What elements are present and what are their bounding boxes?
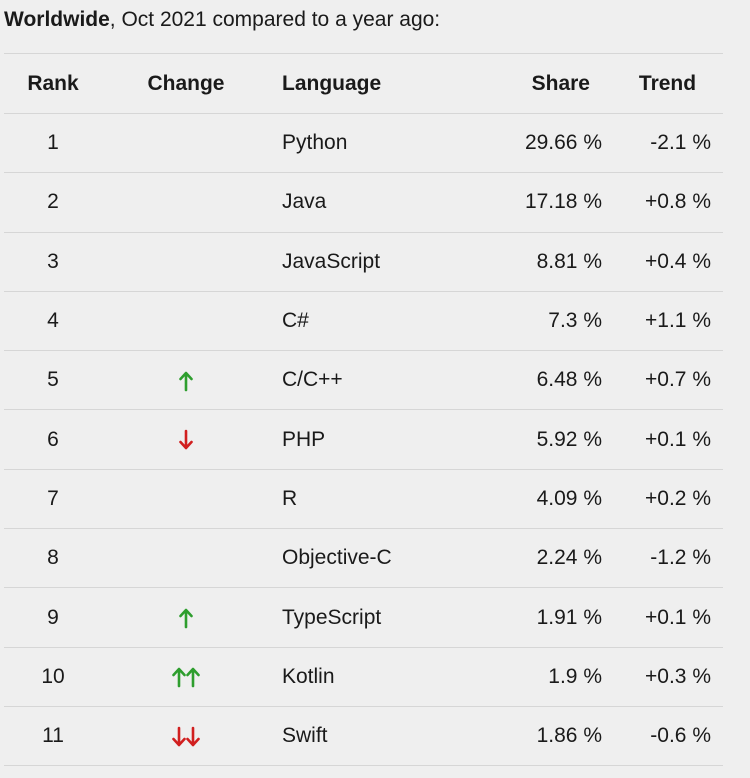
share-cell: 2.24 % <box>460 528 612 588</box>
share-cell: 29.66 % <box>460 112 612 173</box>
share-cell: 4.09 % <box>460 468 612 529</box>
change-cell <box>102 231 270 292</box>
share-cell: 1.86 % <box>460 705 612 767</box>
caption-region: Worldwide <box>4 8 110 31</box>
language-cell: Objective-C <box>270 528 460 588</box>
share-cell: 1.9 % <box>460 646 612 707</box>
change-cell <box>102 646 270 707</box>
trend-cell: +0.7 % <box>612 350 723 410</box>
language-ranking-table: Rank Change Language Share Trend 1 Python… <box>4 53 723 767</box>
table-row: 9 TypeScript 1.91 % +0.1 % <box>4 587 723 648</box>
trend-cell: +0.1 % <box>612 587 723 648</box>
rank-cell: 1 <box>4 112 102 173</box>
table-row: 2 Java 17.18 % +0.8 % <box>4 172 723 233</box>
rank-cell: 2 <box>4 172 102 233</box>
caption-text: , Oct 2021 compared to a year ago: <box>109 8 441 31</box>
table-row: 1 Python 29.66 % -2.1 % <box>4 112 723 173</box>
header-share: Share <box>460 53 612 114</box>
trend-cell: -1.2 % <box>612 528 723 588</box>
trend-cell: +1.1 % <box>612 290 723 351</box>
share-cell: 1.91 % <box>460 587 612 648</box>
header-row: Rank Change Language Share Trend <box>4 53 723 114</box>
language-cell: Swift <box>270 705 460 767</box>
table-body: 1 Python 29.66 % -2.1 % 2 Java 17.18 % +0.8 % 3 J… <box>4 112 723 767</box>
language-cell: C/C++ <box>270 350 460 410</box>
table-row: 4 C# 7.3 % +1.1 % <box>4 290 723 351</box>
header-change: Change <box>102 53 270 114</box>
language-cell: TypeScript <box>270 587 460 648</box>
rank-cell: 10 <box>4 646 102 707</box>
table-row: 5 C/C++ 6.48 % +0.7 % <box>4 350 723 410</box>
trend-cell: -2.1 % <box>612 112 723 173</box>
change-cell <box>102 468 270 529</box>
rank-cell: 6 <box>4 409 102 470</box>
share-cell: 8.81 % <box>460 231 612 292</box>
language-cell: JavaScript <box>270 231 460 292</box>
arrow-up-icon <box>179 607 193 629</box>
change-cell <box>102 172 270 233</box>
trend-cell: +0.2 % <box>612 468 723 529</box>
change-cell <box>102 528 270 588</box>
rank-cell: 11 <box>4 705 102 767</box>
trend-cell: +0.1 % <box>612 409 723 470</box>
trend-cell: +0.3 % <box>612 646 723 707</box>
table-row: 3 JavaScript 8.81 % +0.4 % <box>4 231 723 292</box>
rank-cell: 8 <box>4 528 102 588</box>
header-trend: Trend <box>612 53 723 114</box>
language-cell: Java <box>270 172 460 233</box>
language-cell: C# <box>270 290 460 351</box>
change-cell <box>102 350 270 410</box>
language-cell: Python <box>270 112 460 173</box>
header-language: Language <box>270 53 460 114</box>
change-cell <box>102 290 270 351</box>
header-rank: Rank <box>4 53 102 114</box>
table-caption: Worldwide, Oct 2021 compared to a year a… <box>4 8 440 32</box>
table-row: 6 PHP 5.92 % +0.1 % <box>4 409 723 470</box>
share-cell: 7.3 % <box>460 290 612 351</box>
trend-cell: +0.8 % <box>612 172 723 233</box>
language-cell: R <box>270 468 460 529</box>
rank-cell: 5 <box>4 350 102 410</box>
trend-cell: -0.6 % <box>612 705 723 767</box>
change-cell <box>102 409 270 470</box>
arrow-down-icon <box>172 726 186 748</box>
language-cell: Kotlin <box>270 646 460 707</box>
arrow-up-icon <box>186 666 200 688</box>
language-cell: PHP <box>270 409 460 470</box>
change-cell <box>102 112 270 173</box>
share-cell: 6.48 % <box>460 350 612 410</box>
rank-cell: 3 <box>4 231 102 292</box>
table-row: 7 R 4.09 % +0.2 % <box>4 468 723 529</box>
trend-cell: +0.4 % <box>612 231 723 292</box>
arrow-up-icon <box>179 370 193 392</box>
rank-cell: 9 <box>4 587 102 648</box>
arrow-down-icon <box>179 429 193 451</box>
change-cell <box>102 705 270 767</box>
table-row: 10 Kotlin 1.9 % +0.3 % <box>4 646 723 707</box>
share-cell: 17.18 % <box>460 172 612 233</box>
table-row: 8 Objective-C 2.24 % -1.2 % <box>4 528 723 588</box>
share-cell: 5.92 % <box>460 409 612 470</box>
rank-cell: 4 <box>4 290 102 351</box>
arrow-down-icon <box>186 726 200 748</box>
table-row: 11 Swift 1.86 % -0.6 % <box>4 705 723 767</box>
arrow-up-icon <box>172 666 186 688</box>
rank-cell: 7 <box>4 468 102 529</box>
change-cell <box>102 587 270 648</box>
